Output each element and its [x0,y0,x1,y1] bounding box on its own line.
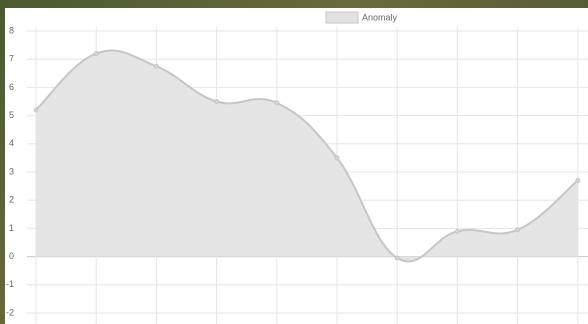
y-tick-label: 2 [9,195,14,205]
y-tick-label: 4 [9,138,14,148]
point [153,63,159,69]
y-tick-label: -2 [6,307,14,317]
y-tick-label: 0 [9,251,14,261]
y-tick-label: 1 [9,223,14,233]
point [214,99,220,104]
y-tick-label: -1 [6,279,14,289]
legend-swatch [325,11,359,24]
y-tick-label: 5 [9,110,14,120]
point [334,155,340,161]
legend-label: Anomaly [362,12,398,22]
y-tick-label: 7 [9,54,14,64]
y-tick-label: 8 [9,25,14,35]
area-fill [36,50,578,262]
point [454,228,460,234]
point [33,107,39,113]
point [274,100,280,106]
point [575,177,581,183]
point [93,51,99,57]
point [394,255,400,261]
line [35,49,579,263]
y-tick-label: 6 [9,82,14,92]
point [515,227,521,233]
y-tick-label: 3 [9,166,14,176]
